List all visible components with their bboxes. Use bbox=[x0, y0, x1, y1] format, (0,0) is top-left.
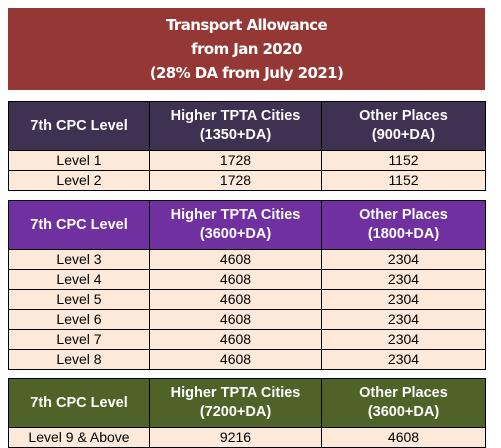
cell-other-amount: 2304 bbox=[321, 349, 486, 370]
header-other-places-rate: (3600+DA) bbox=[367, 404, 440, 420]
allowance-table-levels-1-2: 7th CPC Level Higher TPTA Cities (1350+D… bbox=[8, 101, 486, 191]
cell-higher-amount: 1728 bbox=[149, 150, 322, 171]
allowance-table-levels-3-8: 7th CPC Level Higher TPTA Cities (3600+D… bbox=[8, 200, 486, 370]
header-other-places-title: Other Places bbox=[359, 108, 448, 124]
header-higher-tpta-rate: (1350+DA) bbox=[199, 127, 272, 143]
cell-higher-amount: 9216 bbox=[149, 427, 322, 448]
title-line-2: from Jan 2020 bbox=[191, 40, 302, 58]
title-banner: Transport Allowance from Jan 2020 (28% D… bbox=[8, 8, 485, 90]
table-header-row: 7th CPC Level Higher TPTA Cities (1350+D… bbox=[8, 101, 486, 151]
cell-higher-amount: 4608 bbox=[149, 329, 322, 350]
cell-other-amount: 1152 bbox=[321, 170, 486, 191]
table-row: Level 4 4608 2304 bbox=[8, 269, 486, 290]
header-other-places-title: Other Places bbox=[359, 207, 448, 223]
header-higher-tpta: Higher TPTA Cities (1350+DA) bbox=[149, 101, 322, 151]
table-row: Level 7 4608 2304 bbox=[8, 329, 486, 350]
cell-level: Level 6 bbox=[8, 309, 150, 330]
cell-other-amount: 2304 bbox=[321, 289, 486, 310]
cell-higher-amount: 1728 bbox=[149, 170, 322, 191]
header-cpc-level: 7th CPC Level bbox=[8, 101, 150, 151]
table-row: Level 1 1728 1152 bbox=[8, 150, 486, 171]
cell-level: Level 5 bbox=[8, 289, 150, 310]
header-higher-tpta-rate: (7200+DA) bbox=[199, 404, 272, 420]
table-row: Level 9 & Above 9216 4608 bbox=[8, 427, 486, 448]
header-other-places-rate: (900+DA) bbox=[371, 127, 436, 143]
cell-other-amount: 2304 bbox=[321, 249, 486, 270]
allowance-table-level-9-above: 7th CPC Level Higher TPTA Cities (7200+D… bbox=[8, 378, 486, 448]
cell-level: Level 8 bbox=[8, 349, 150, 370]
cell-higher-amount: 4608 bbox=[149, 289, 322, 310]
cell-higher-amount: 4608 bbox=[149, 249, 322, 270]
header-higher-tpta: Higher TPTA Cities (3600+DA) bbox=[149, 200, 322, 250]
table-header-row: 7th CPC Level Higher TPTA Cities (3600+D… bbox=[8, 200, 486, 250]
table-header-row: 7th CPC Level Higher TPTA Cities (7200+D… bbox=[8, 378, 486, 428]
cell-other-amount: 2304 bbox=[321, 329, 486, 350]
header-other-places: Other Places (3600+DA) bbox=[321, 378, 486, 428]
header-higher-tpta-title: Higher TPTA Cities bbox=[170, 207, 301, 223]
header-other-places-title: Other Places bbox=[359, 385, 448, 401]
cell-level: Level 3 bbox=[8, 249, 150, 270]
header-higher-tpta-title: Higher TPTA Cities bbox=[170, 108, 301, 124]
header-cpc-level: 7th CPC Level bbox=[8, 378, 150, 428]
table-row: Level 5 4608 2304 bbox=[8, 289, 486, 310]
cell-other-amount: 2304 bbox=[321, 309, 486, 330]
header-other-places-rate: (1800+DA) bbox=[367, 226, 440, 242]
cell-other-amount: 2304 bbox=[321, 269, 486, 290]
cell-level: Level 1 bbox=[8, 150, 150, 171]
header-cpc-level: 7th CPC Level bbox=[8, 200, 150, 250]
cell-higher-amount: 4608 bbox=[149, 309, 322, 330]
table-row: Level 8 4608 2304 bbox=[8, 349, 486, 370]
title-line-3: (28% DA from July 2021) bbox=[149, 64, 344, 82]
cell-level: Level 4 bbox=[8, 269, 150, 290]
cell-other-amount: 1152 bbox=[321, 150, 486, 171]
header-higher-tpta-rate: (3600+DA) bbox=[199, 226, 272, 242]
cell-level: Level 2 bbox=[8, 170, 150, 191]
table-row: Level 2 1728 1152 bbox=[8, 170, 486, 191]
cell-level: Level 9 & Above bbox=[8, 427, 150, 448]
cell-higher-amount: 4608 bbox=[149, 269, 322, 290]
cell-level: Level 7 bbox=[8, 329, 150, 350]
header-other-places: Other Places (1800+DA) bbox=[321, 200, 486, 250]
table-row: Level 6 4608 2304 bbox=[8, 309, 486, 330]
cell-other-amount: 4608 bbox=[321, 427, 486, 448]
table-row: Level 3 4608 2304 bbox=[8, 249, 486, 270]
title-line-1: Transport Allowance bbox=[165, 16, 328, 34]
header-other-places: Other Places (900+DA) bbox=[321, 101, 486, 151]
cell-higher-amount: 4608 bbox=[149, 349, 322, 370]
header-higher-tpta-title: Higher TPTA Cities bbox=[170, 385, 301, 401]
header-higher-tpta: Higher TPTA Cities (7200+DA) bbox=[149, 378, 322, 428]
